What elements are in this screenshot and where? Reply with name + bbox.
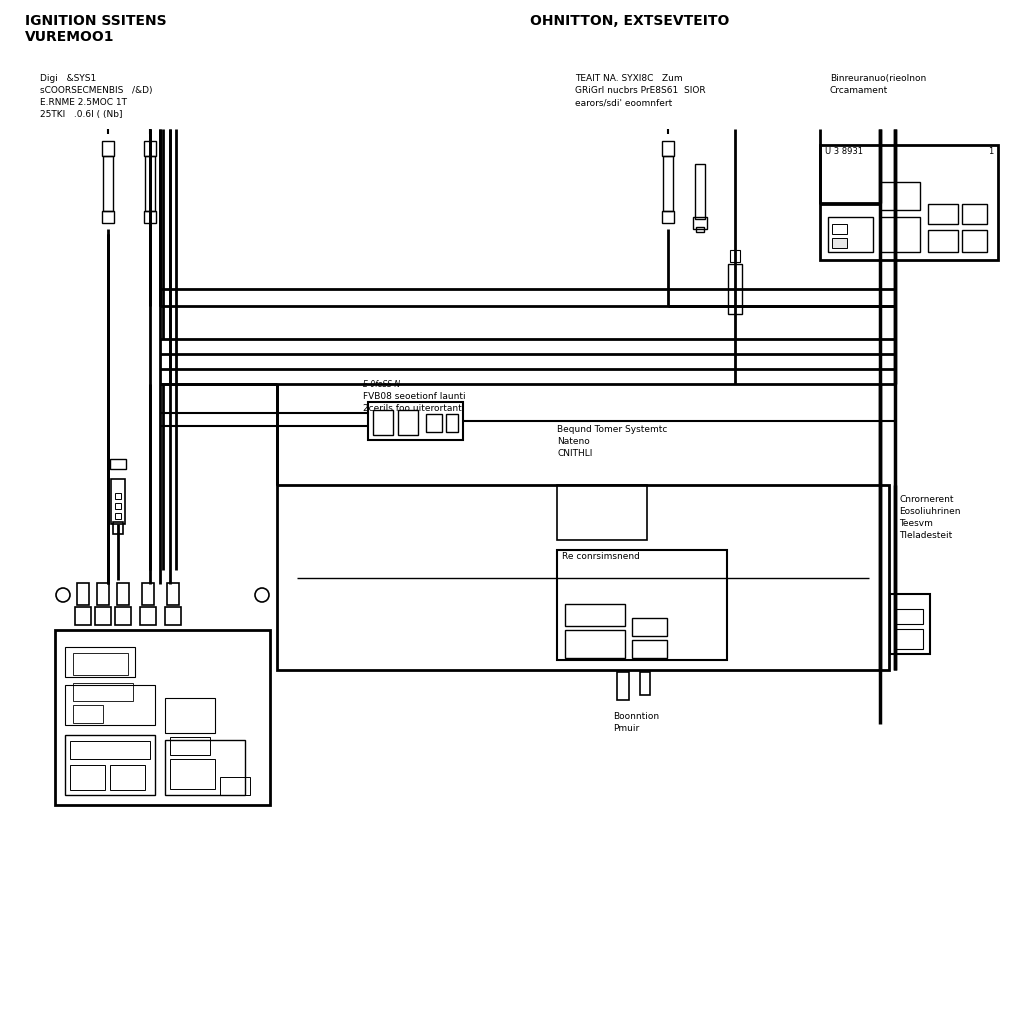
- Bar: [398, 410, 418, 435]
- Bar: [928, 204, 958, 224]
- Bar: [880, 217, 920, 252]
- Bar: [95, 607, 111, 625]
- Bar: [831, 238, 847, 248]
- Text: Tleladesteit: Tleladesteit: [899, 531, 952, 540]
- Text: U 3 8931: U 3 8931: [825, 147, 863, 156]
- Bar: [115, 493, 121, 499]
- Text: 1: 1: [988, 147, 993, 156]
- Text: OHNITTON, EXTSEVTEITO: OHNITTON, EXTSEVTEITO: [530, 14, 729, 28]
- Bar: [110, 765, 145, 790]
- Bar: [75, 607, 91, 625]
- Bar: [696, 227, 705, 232]
- Text: earors/sdi' eoomnfert: earors/sdi' eoomnfert: [575, 98, 672, 106]
- Bar: [664, 156, 673, 211]
- Bar: [55, 630, 270, 805]
- Bar: [662, 211, 674, 223]
- Bar: [170, 759, 215, 790]
- Bar: [165, 740, 245, 795]
- Bar: [145, 156, 155, 211]
- Text: 2cerils foo uiterortant: 2cerils foo uiterortant: [362, 404, 462, 413]
- Text: Cnrornerent: Cnrornerent: [899, 495, 953, 504]
- Text: FVB08 seoetionf launti: FVB08 seoetionf launti: [362, 392, 466, 401]
- Text: GRiGrI nucbrs PrE8S61  SlOR: GRiGrI nucbrs PrE8S61 SlOR: [575, 86, 706, 95]
- Bar: [102, 211, 114, 223]
- Bar: [140, 607, 156, 625]
- Bar: [565, 630, 625, 658]
- Text: E 0feSS N: E 0feSS N: [362, 380, 400, 389]
- Bar: [565, 604, 625, 626]
- Bar: [144, 211, 156, 223]
- Bar: [142, 583, 154, 605]
- Text: Digi   &SYS1: Digi &SYS1: [40, 74, 96, 83]
- Bar: [102, 141, 114, 156]
- Text: Re conrsimsnend: Re conrsimsnend: [562, 552, 640, 561]
- Bar: [728, 264, 742, 314]
- Bar: [103, 156, 113, 211]
- Bar: [820, 145, 998, 260]
- Bar: [880, 182, 920, 210]
- Text: Boonntion: Boonntion: [613, 712, 659, 721]
- Text: sCOORSECMENBIS   /&D): sCOORSECMENBIS /&D): [40, 86, 153, 95]
- Bar: [170, 737, 210, 755]
- Bar: [167, 583, 179, 605]
- Bar: [890, 594, 930, 654]
- Text: Nateno: Nateno: [557, 437, 590, 446]
- Bar: [110, 459, 126, 469]
- Bar: [115, 607, 131, 625]
- Bar: [373, 410, 393, 435]
- Bar: [928, 230, 958, 252]
- Bar: [144, 141, 156, 156]
- Bar: [632, 618, 667, 636]
- Bar: [117, 583, 129, 605]
- Bar: [111, 479, 125, 524]
- Text: Teesvm: Teesvm: [899, 519, 933, 528]
- Bar: [368, 402, 463, 440]
- Bar: [220, 777, 250, 795]
- Text: Eosoliuhrinen: Eosoliuhrinen: [899, 507, 961, 516]
- Bar: [113, 522, 123, 534]
- Text: 25TKI   .0.6I ( (Nb]: 25TKI .0.6I ( (Nb]: [40, 110, 123, 119]
- Bar: [828, 217, 873, 252]
- Bar: [640, 672, 650, 695]
- Text: Binreuranuo(rieolnon: Binreuranuo(rieolnon: [830, 74, 927, 83]
- Bar: [632, 640, 667, 658]
- Bar: [165, 607, 181, 625]
- Bar: [617, 672, 629, 700]
- Bar: [115, 503, 121, 509]
- Bar: [97, 583, 109, 605]
- Bar: [65, 647, 135, 677]
- Bar: [65, 735, 155, 795]
- Text: TEAIT NA. SYXI8C   Zum: TEAIT NA. SYXI8C Zum: [575, 74, 683, 83]
- Bar: [662, 141, 674, 156]
- Bar: [446, 414, 458, 432]
- Bar: [73, 683, 133, 701]
- Bar: [693, 217, 707, 229]
- Bar: [730, 250, 740, 262]
- Bar: [165, 698, 215, 733]
- Text: Pmuir: Pmuir: [613, 724, 639, 733]
- Bar: [557, 485, 647, 540]
- Text: IGNITION SSITENS
VUREMOO1: IGNITION SSITENS VUREMOO1: [25, 14, 167, 44]
- Bar: [557, 550, 727, 660]
- Text: Beqund Tomer Systemtc: Beqund Tomer Systemtc: [557, 425, 668, 434]
- Bar: [695, 164, 705, 219]
- Bar: [73, 705, 103, 723]
- Bar: [73, 653, 128, 675]
- Bar: [895, 609, 923, 624]
- Text: CNITHLI: CNITHLI: [557, 449, 592, 458]
- Text: Crcamament: Crcamament: [830, 86, 888, 95]
- Text: E.RNME 2.5MOC 1T: E.RNME 2.5MOC 1T: [40, 98, 127, 106]
- Bar: [65, 685, 155, 725]
- Bar: [70, 765, 105, 790]
- Bar: [115, 513, 121, 519]
- Bar: [962, 230, 987, 252]
- Bar: [895, 629, 923, 649]
- Bar: [831, 224, 847, 234]
- Bar: [962, 204, 987, 224]
- Bar: [278, 485, 889, 670]
- Bar: [77, 583, 89, 605]
- Bar: [426, 414, 442, 432]
- Bar: [70, 741, 150, 759]
